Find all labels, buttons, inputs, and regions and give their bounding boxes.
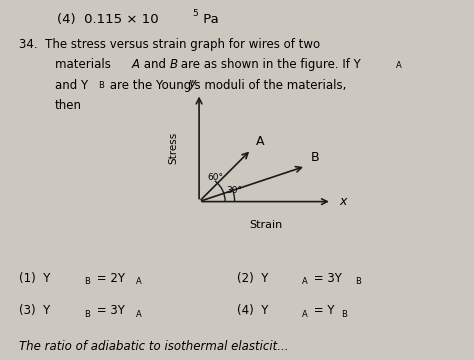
- Text: 5: 5: [192, 9, 198, 18]
- Text: A: A: [256, 135, 264, 148]
- Text: Strain: Strain: [249, 220, 282, 230]
- Text: A: A: [396, 61, 401, 70]
- Text: Pa: Pa: [199, 13, 219, 26]
- Text: = Y: = Y: [310, 304, 335, 317]
- Text: B: B: [170, 58, 178, 71]
- Text: B: B: [84, 277, 90, 286]
- Text: then: then: [55, 99, 82, 112]
- Text: Stress: Stress: [168, 131, 178, 164]
- Text: (2)  Y: (2) Y: [237, 272, 268, 285]
- Text: x: x: [339, 195, 346, 208]
- Text: y: y: [188, 77, 196, 90]
- Text: and: and: [140, 58, 170, 71]
- Text: and Y: and Y: [55, 79, 88, 92]
- Text: A: A: [302, 310, 308, 319]
- Text: B: B: [84, 310, 90, 319]
- Text: A: A: [132, 58, 140, 71]
- Text: (4)  0.115 × 10: (4) 0.115 × 10: [57, 13, 158, 26]
- Text: B: B: [99, 81, 104, 90]
- Text: 60°: 60°: [208, 173, 224, 182]
- Text: materials: materials: [55, 58, 114, 71]
- Text: are as shown in the figure. If Y: are as shown in the figure. If Y: [177, 58, 361, 71]
- Text: (1)  Y: (1) Y: [19, 272, 50, 285]
- Text: = 3Y: = 3Y: [93, 304, 125, 317]
- Text: B: B: [341, 310, 347, 319]
- Text: = 3Y: = 3Y: [310, 272, 342, 285]
- Text: A: A: [302, 277, 308, 286]
- Text: B: B: [310, 151, 319, 164]
- Text: 30°: 30°: [227, 186, 243, 195]
- Text: B: B: [356, 277, 361, 286]
- Text: = 2Y: = 2Y: [93, 272, 125, 285]
- Text: 34.  The stress versus strain graph for wires of two: 34. The stress versus strain graph for w…: [19, 38, 320, 51]
- Text: are the Young's moduli of the materials,: are the Young's moduli of the materials,: [106, 79, 346, 92]
- Text: A: A: [136, 310, 141, 319]
- Text: The ratio of adiabatic to isothermal elasticit...: The ratio of adiabatic to isothermal ela…: [19, 340, 289, 353]
- Text: (3)  Y: (3) Y: [19, 304, 50, 317]
- Text: A: A: [136, 277, 141, 286]
- Text: (4)  Y: (4) Y: [237, 304, 268, 317]
